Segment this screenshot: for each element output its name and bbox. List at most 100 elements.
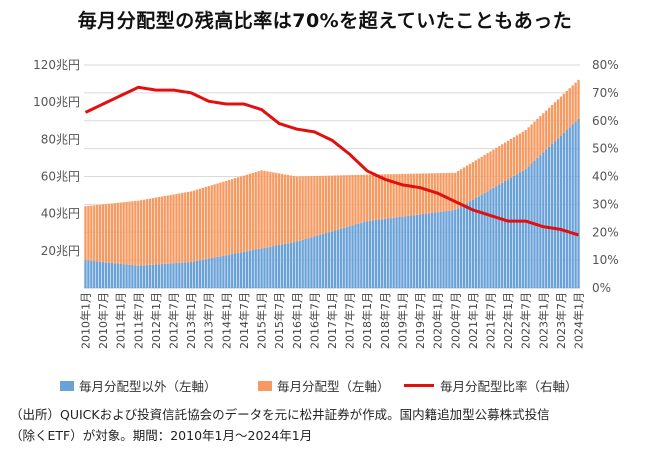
bar-monthly [457, 171, 460, 209]
bar-non-monthly [233, 253, 237, 288]
bar-non-monthly [468, 201, 472, 288]
bar-monthly [392, 174, 395, 218]
bar-non-monthly [509, 177, 513, 288]
x-axis-tick-label: 2024年1月 [572, 292, 586, 349]
bar-monthly [257, 171, 260, 249]
bar-non-monthly [518, 172, 522, 288]
bar-non-monthly [471, 199, 475, 288]
x-axis-tick-label: 2013年1月 [184, 292, 198, 349]
bar-monthly [462, 167, 466, 205]
bar-non-monthly [368, 220, 372, 288]
bar-non-monthly [110, 262, 114, 288]
bar-non-monthly [125, 264, 128, 288]
bar-non-monthly [310, 237, 313, 288]
bar-monthly [533, 121, 536, 161]
bar-monthly [189, 191, 193, 262]
bar-monthly [157, 197, 161, 265]
bar-monthly [386, 174, 389, 219]
bar-monthly [195, 189, 199, 261]
legend-swatch-ratio [404, 384, 434, 387]
bar-monthly [486, 153, 489, 192]
bar-non-monthly [457, 208, 460, 288]
bar-monthly [216, 183, 219, 257]
bar-non-monthly [506, 179, 510, 288]
bar-monthly [260, 170, 263, 249]
bar-non-monthly [465, 203, 469, 288]
bar-monthly [524, 130, 527, 170]
x-axis-tick-label: 2017年1月 [325, 292, 339, 349]
bar-non-monthly [333, 230, 337, 288]
bar-monthly [298, 176, 301, 241]
chart-title: 毎月分配型の残高比率は70%を超えていたこともあった [77, 10, 573, 32]
chart: 0% 10% 20% 30% 40% 50% 60% 70% 80% 20兆円 40兆円 60兆円 80… [33, 58, 619, 349]
bar-non-monthly [354, 224, 357, 288]
right-axis-tick-label: 0% [592, 281, 611, 295]
bar-monthly [104, 204, 108, 263]
bar-monthly [322, 175, 325, 234]
bar-monthly [424, 173, 428, 214]
bar-non-monthly [366, 221, 369, 288]
bar-monthly [316, 175, 319, 236]
bar-monthly [313, 176, 316, 237]
left-axis-tick-label: 20兆円 [41, 244, 80, 258]
x-axis-tick-label: 2020年7月 [448, 292, 462, 349]
bar-monthly [480, 156, 483, 195]
bar-monthly [454, 172, 457, 210]
bar-monthly [548, 107, 551, 147]
bar-non-monthly [462, 204, 466, 288]
bar-non-monthly [313, 236, 316, 288]
bar-non-monthly [324, 233, 328, 288]
bar-non-monthly [269, 246, 272, 288]
bar-monthly [84, 206, 87, 261]
bar-monthly [110, 203, 114, 263]
right-axis-tick-label: 20% [592, 225, 619, 239]
bar-monthly [492, 149, 495, 188]
left-axis-tick-label: 80兆円 [41, 132, 80, 146]
bar-monthly [269, 171, 272, 247]
bar-monthly [503, 142, 507, 181]
bar-monthly [307, 176, 310, 239]
bar-non-monthly [157, 264, 161, 288]
x-axis-tick-label: 2017年7月 [343, 292, 357, 349]
x-axis-tick-label: 2022年1月 [501, 292, 515, 349]
bar-non-monthly [489, 189, 492, 288]
x-axis-tick-label: 2021年7月 [483, 292, 497, 349]
bar-non-monthly [242, 251, 246, 288]
legend-item-non-monthly: 毎月分配型以外（左軸） [60, 376, 217, 395]
bar-non-monthly [327, 232, 331, 288]
bar-monthly [134, 200, 137, 266]
x-axis-tick-label: 2021年1月 [466, 292, 480, 349]
bar-monthly [178, 193, 181, 263]
bar-non-monthly [486, 191, 489, 288]
bar-monthly [172, 194, 175, 264]
bar-non-monthly [283, 243, 287, 288]
bar-non-monthly [166, 263, 169, 288]
bar-non-monthly [286, 243, 290, 288]
x-axis-tick-label: 2016年1月 [290, 292, 304, 349]
bar-non-monthly [266, 247, 269, 288]
bar-non-monthly [277, 244, 281, 288]
bar-monthly [445, 172, 448, 212]
bar-monthly [568, 88, 571, 128]
bar-non-monthly [562, 132, 566, 288]
bar-monthly [354, 174, 357, 225]
bar-monthly [427, 173, 431, 214]
bar-monthly [145, 199, 149, 266]
bar-monthly [210, 185, 213, 259]
bar-non-monthly [395, 217, 398, 288]
bar-monthly [389, 174, 392, 219]
bar-non-monthly [151, 264, 155, 288]
legend-swatch-monthly [258, 380, 272, 391]
bar-non-monthly [342, 227, 345, 288]
bar-monthly [357, 174, 360, 224]
bar-non-monthly [498, 184, 501, 288]
bar-non-monthly [351, 225, 354, 288]
x-axis-tick-label: 2020年1月 [431, 292, 445, 349]
bar-non-monthly [154, 264, 158, 288]
bar-monthly [131, 201, 134, 266]
bar-monthly [324, 175, 328, 234]
bar-non-monthly [542, 152, 545, 288]
bar-monthly [363, 174, 366, 222]
bar-monthly [339, 175, 342, 229]
bar-monthly [330, 175, 334, 232]
